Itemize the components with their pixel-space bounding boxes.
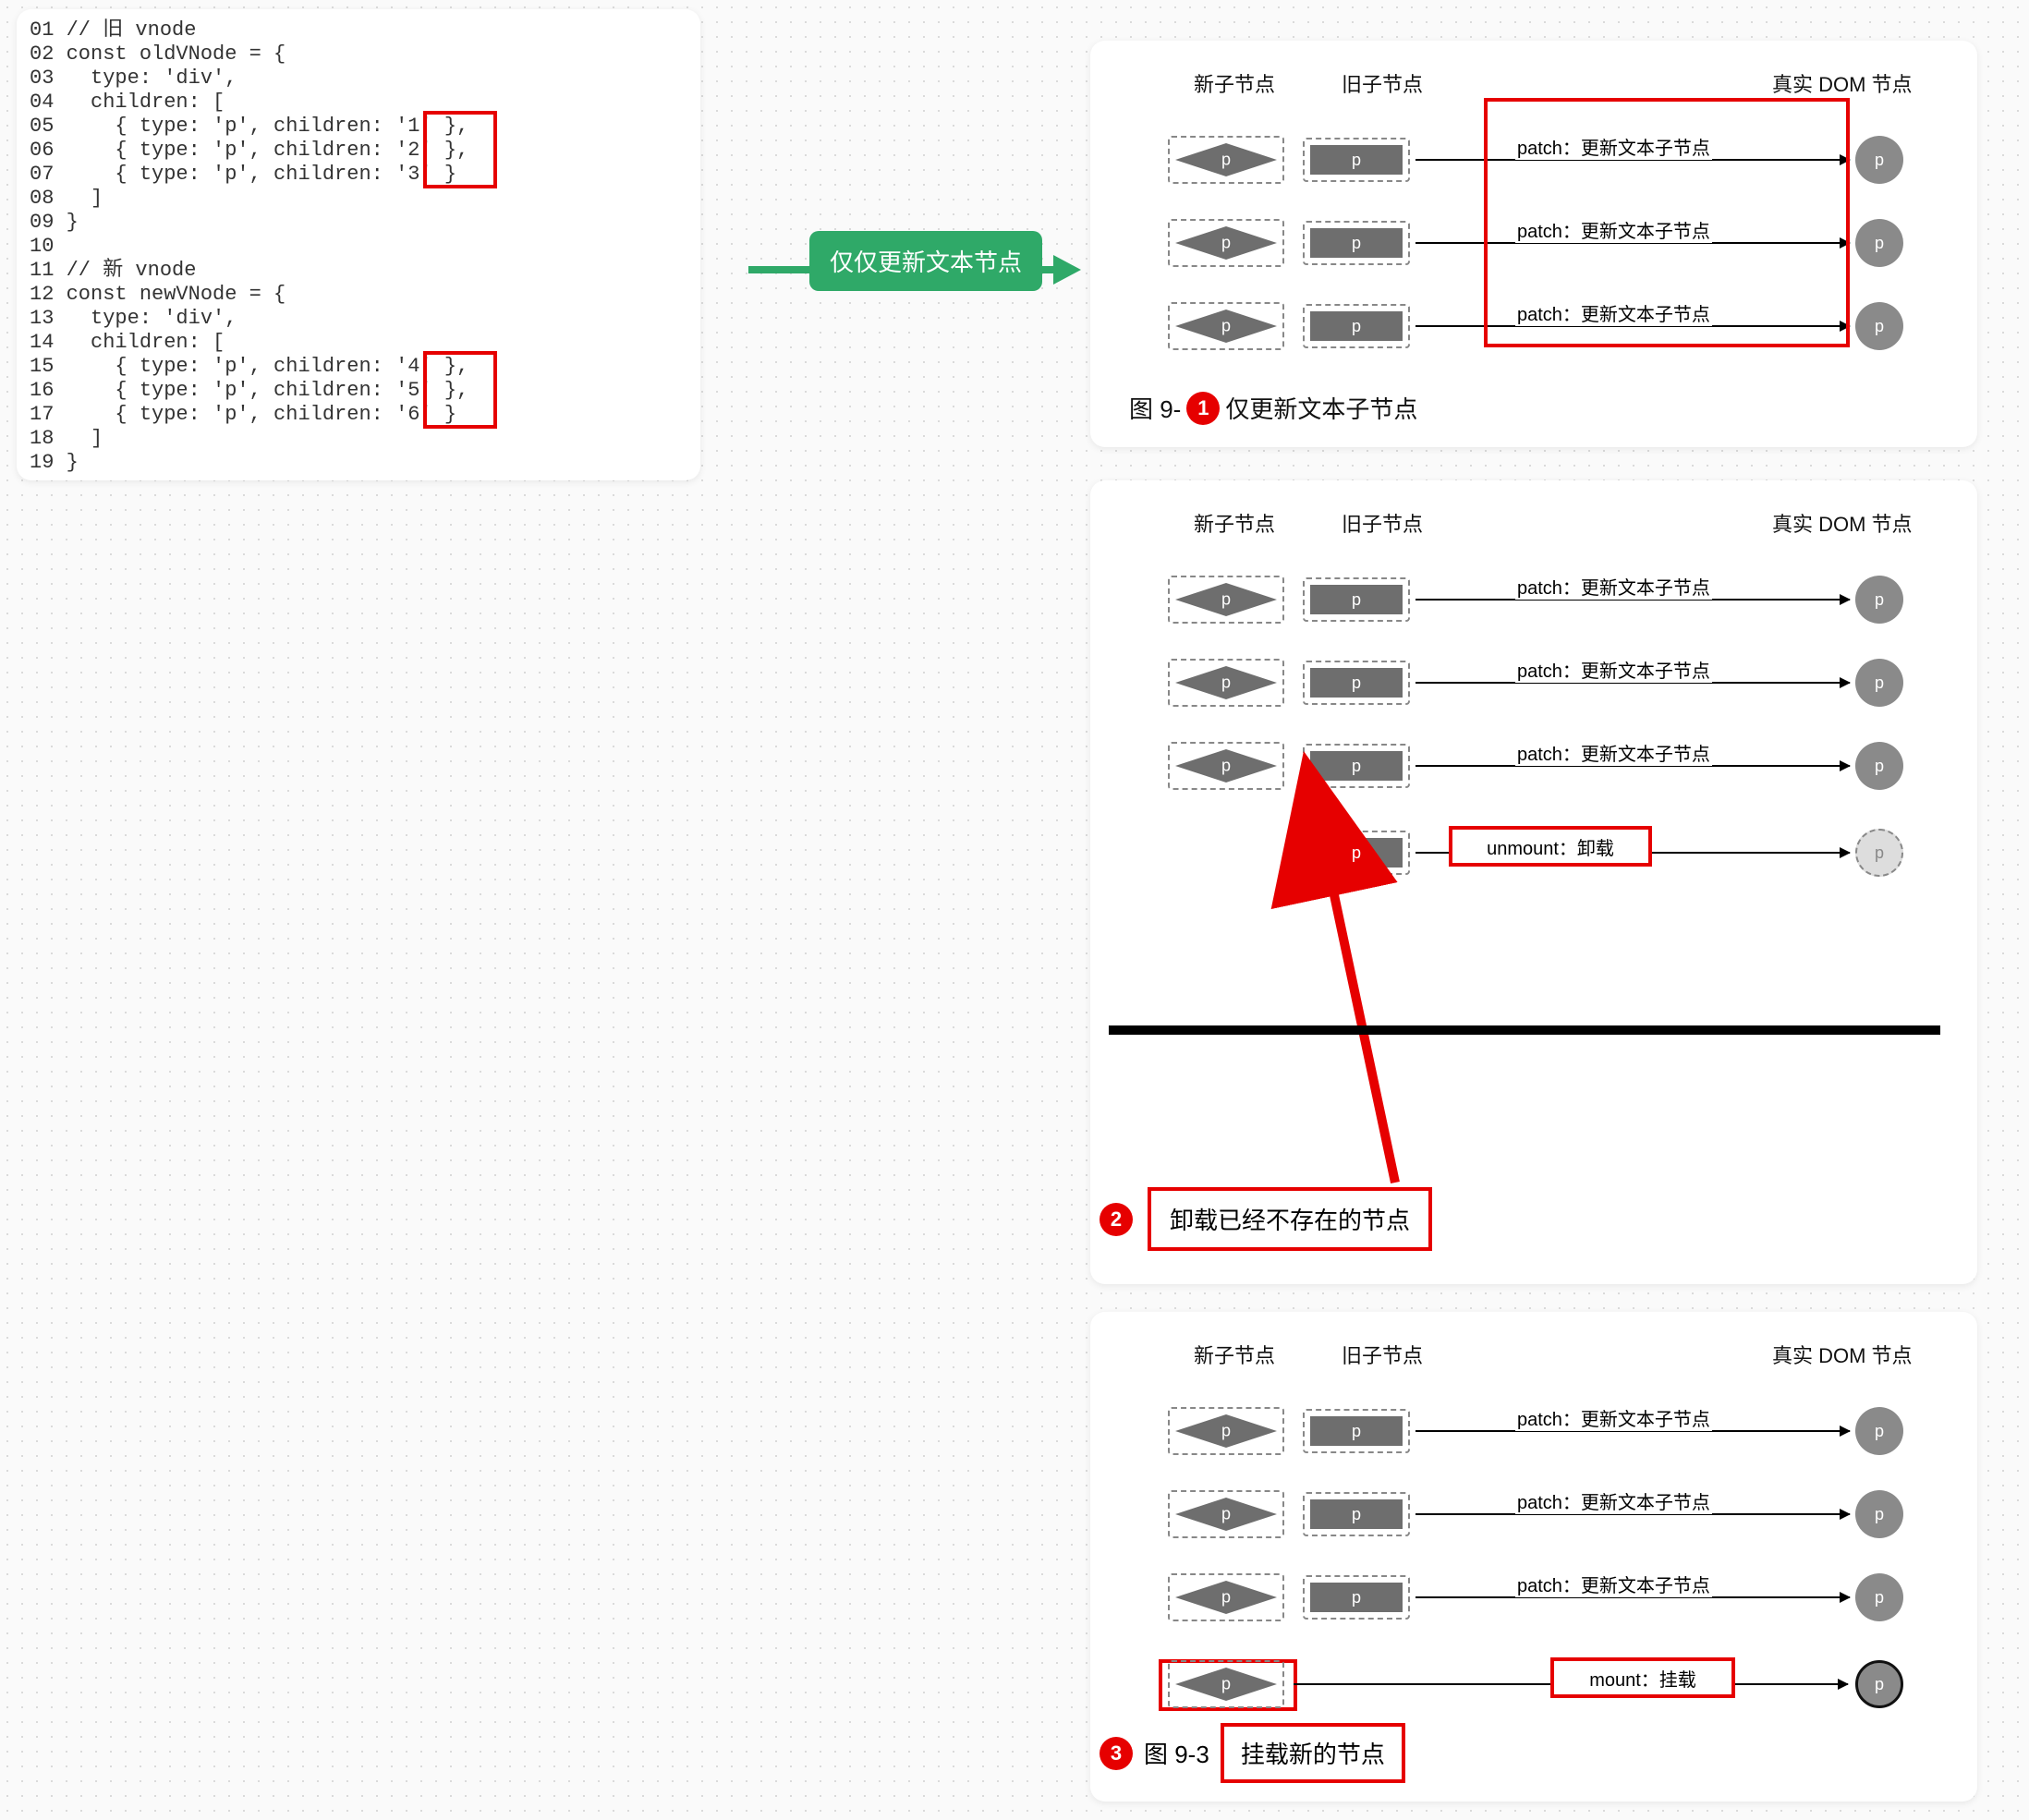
highlight-box-1 bbox=[423, 111, 497, 188]
dom-node-dashed: p bbox=[1855, 829, 1903, 877]
old-node-dashed: p bbox=[1303, 577, 1410, 622]
patch-label: patch：更新文本子节点 bbox=[1515, 656, 1712, 683]
unmount-label-box: unmount：卸载 bbox=[1449, 826, 1652, 867]
caption-text: 仅更新文本子节点 bbox=[1225, 391, 1417, 425]
caption-prefix: 图 9- bbox=[1129, 391, 1181, 425]
new-node-dashed: p bbox=[1168, 1407, 1284, 1455]
header-old: 旧子节点 bbox=[1342, 508, 1423, 538]
new-node-dashed: p bbox=[1168, 136, 1284, 184]
unmount-row: p unmount：卸载 p bbox=[1109, 811, 1959, 894]
figure-2-rows: pppatch：更新文本子节点ppppatch：更新文本子节点ppppatch：… bbox=[1109, 558, 1959, 807]
patch-label: patch：更新文本子节点 bbox=[1515, 739, 1712, 766]
dom-node: p bbox=[1855, 1407, 1903, 1455]
header-dom: 真实 DOM 节点 bbox=[1772, 1340, 1913, 1369]
new-node-dashed: p bbox=[1168, 659, 1284, 707]
dom-node-new: p bbox=[1855, 1660, 1903, 1708]
figure-2-caption: 2 卸载已经不存在的节点 bbox=[1100, 1187, 1432, 1251]
old-node-dashed: p bbox=[1303, 221, 1410, 265]
diff-row: pppatch：更新文本子节点p bbox=[1109, 641, 1959, 724]
patch-label: patch：更新文本子节点 bbox=[1515, 1487, 1712, 1514]
header-dom: 真实 DOM 节点 bbox=[1772, 68, 1913, 98]
patch-label: patch：更新文本子节点 bbox=[1515, 1404, 1712, 1431]
caption-prefix: 图 9-3 bbox=[1144, 1736, 1209, 1770]
highlight-box-2 bbox=[423, 351, 497, 429]
mount-label-box: mount：挂载 bbox=[1550, 1657, 1735, 1698]
dom-node: p bbox=[1855, 302, 1903, 350]
figure-1-headers: 新子节点 旧子节点 真实 DOM 节点 bbox=[1109, 68, 1959, 102]
new-node-dashed: p bbox=[1168, 1660, 1284, 1708]
old-node-dashed: p bbox=[1303, 1492, 1410, 1536]
caption-number-badge: 1 bbox=[1186, 392, 1220, 425]
figure-3-headers: 新子节点 旧子节点 真实 DOM 节点 bbox=[1109, 1340, 1959, 1373]
figure-3-rows: pppatch：更新文本子节点ppppatch：更新文本子节点ppppatch：… bbox=[1109, 1389, 1959, 1639]
diff-row: pppatch：更新文本子节点p bbox=[1109, 1389, 1959, 1473]
old-node-dashed: p bbox=[1303, 138, 1410, 182]
figure-2-panel: 新子节点 旧子节点 真实 DOM 节点 pppatch：更新文本子节点ppppa… bbox=[1090, 480, 1977, 1284]
header-new: 新子节点 bbox=[1194, 1340, 1275, 1369]
dom-node: p bbox=[1855, 136, 1903, 184]
diff-row: pppatch：更新文本子节点p bbox=[1109, 1473, 1959, 1556]
dom-node: p bbox=[1855, 576, 1903, 624]
new-node-dashed: p bbox=[1168, 302, 1284, 350]
header-new: 新子节点 bbox=[1194, 68, 1275, 98]
unmount-label: unmount：卸载 bbox=[1487, 833, 1614, 860]
dom-node: p bbox=[1855, 742, 1903, 790]
old-node-dashed: p bbox=[1303, 1575, 1410, 1620]
code-panel: 01 // 旧 vnode02 const oldVNode = {03 typ… bbox=[17, 9, 700, 480]
diff-row: pppatch：更新文本子节点p bbox=[1109, 1556, 1959, 1639]
divider-bar bbox=[1109, 1025, 1940, 1035]
new-node-dashed: p bbox=[1168, 1573, 1284, 1621]
figure-3-panel: 新子节点 旧子节点 真实 DOM 节点 pppatch：更新文本子节点ppppa… bbox=[1090, 1312, 1977, 1802]
old-node-dashed: p bbox=[1303, 661, 1410, 705]
figure-1-caption: 图 9- 1 仅更新文本子节点 bbox=[1129, 391, 1417, 425]
code-block: 01 // 旧 vnode02 const oldVNode = {03 typ… bbox=[30, 18, 687, 475]
diff-row: pppatch：更新文本子节点p bbox=[1109, 724, 1959, 807]
caption-box: 卸载已经不存在的节点 bbox=[1148, 1187, 1432, 1251]
old-node-dashed: p bbox=[1303, 1409, 1410, 1453]
dom-node: p bbox=[1855, 1490, 1903, 1538]
mount-row: p mount：挂载 p bbox=[1109, 1643, 1959, 1726]
caption-number-badge: 3 bbox=[1100, 1737, 1133, 1770]
figure-1-highlight bbox=[1484, 98, 1850, 347]
figure-3-caption: 3 图 9-3 挂载新的节点 bbox=[1100, 1723, 1405, 1783]
caption-number-badge: 2 bbox=[1100, 1203, 1133, 1236]
old-node-dashed: p bbox=[1303, 744, 1410, 788]
patch-label: patch：更新文本子节点 bbox=[1515, 1571, 1712, 1597]
caption-box: 挂载新的节点 bbox=[1221, 1723, 1405, 1783]
dom-node: p bbox=[1855, 1573, 1903, 1621]
figure-2-headers: 新子节点 旧子节点 真实 DOM 节点 bbox=[1109, 508, 1959, 541]
patch-label: patch：更新文本子节点 bbox=[1515, 573, 1712, 600]
caption-text: 挂载新的节点 bbox=[1241, 1741, 1385, 1768]
diff-row: pppatch：更新文本子节点p bbox=[1109, 558, 1959, 641]
mount-label: mount：挂载 bbox=[1589, 1665, 1696, 1692]
new-node-dashed: p bbox=[1168, 219, 1284, 267]
flow-arrow-label: 仅仅更新文本节点 bbox=[809, 231, 1042, 291]
new-node-diamond: p bbox=[1175, 1668, 1277, 1701]
dom-node: p bbox=[1855, 659, 1903, 707]
header-new: 新子节点 bbox=[1194, 508, 1275, 538]
new-node-dashed: p bbox=[1168, 742, 1284, 790]
old-node-dashed: p bbox=[1303, 304, 1410, 348]
header-old: 旧子节点 bbox=[1342, 1340, 1423, 1369]
dom-node: p bbox=[1855, 219, 1903, 267]
figure-1-panel: 新子节点 旧子节点 真实 DOM 节点 pppatch：更新文本子节点ppppa… bbox=[1090, 41, 1977, 447]
new-node-dashed: p bbox=[1168, 576, 1284, 624]
header-old: 旧子节点 bbox=[1342, 68, 1423, 98]
new-node-dashed: p bbox=[1168, 1490, 1284, 1538]
header-dom: 真实 DOM 节点 bbox=[1772, 508, 1913, 538]
caption-text: 卸载已经不存在的节点 bbox=[1170, 1207, 1410, 1234]
